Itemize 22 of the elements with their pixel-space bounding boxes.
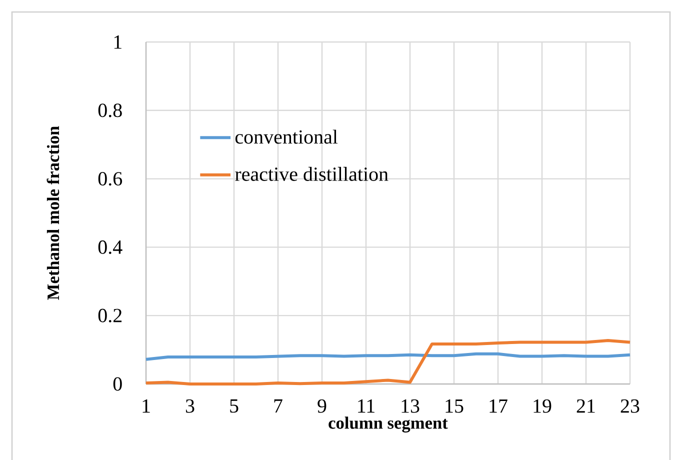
- y-tick-label: 0.4: [98, 240, 122, 254]
- x-tick-label: 19: [534, 399, 552, 413]
- x-tick-label: 23: [620, 399, 640, 413]
- x-tick-label: 5: [230, 399, 238, 413]
- legend-label: conventional: [235, 130, 338, 144]
- x-tick-label: 21: [576, 399, 595, 413]
- y-tick-label: 0.8: [98, 104, 122, 118]
- x-tick-label: 1: [142, 399, 150, 413]
- y-axis-title: Methanol mole fraction: [46, 126, 60, 300]
- y-tick-label: 0: [113, 377, 122, 391]
- x-tick-label: 9: [318, 399, 326, 413]
- x-tick-label: 11: [358, 399, 374, 413]
- x-tick-label: 17: [490, 399, 508, 413]
- y-tick-label: 0.6: [98, 172, 122, 186]
- x-tick-label: 7: [274, 399, 282, 412]
- y-tick-label: 1: [114, 35, 122, 49]
- x-axis-title: column segment: [328, 416, 448, 432]
- y-tick-label: 0.2: [98, 308, 122, 322]
- legend-label: reactive distillation: [235, 166, 388, 181]
- x-tick-label: 13: [402, 399, 420, 413]
- x-tick-label: 15: [446, 399, 464, 413]
- x-tick-label: 3: [186, 399, 194, 413]
